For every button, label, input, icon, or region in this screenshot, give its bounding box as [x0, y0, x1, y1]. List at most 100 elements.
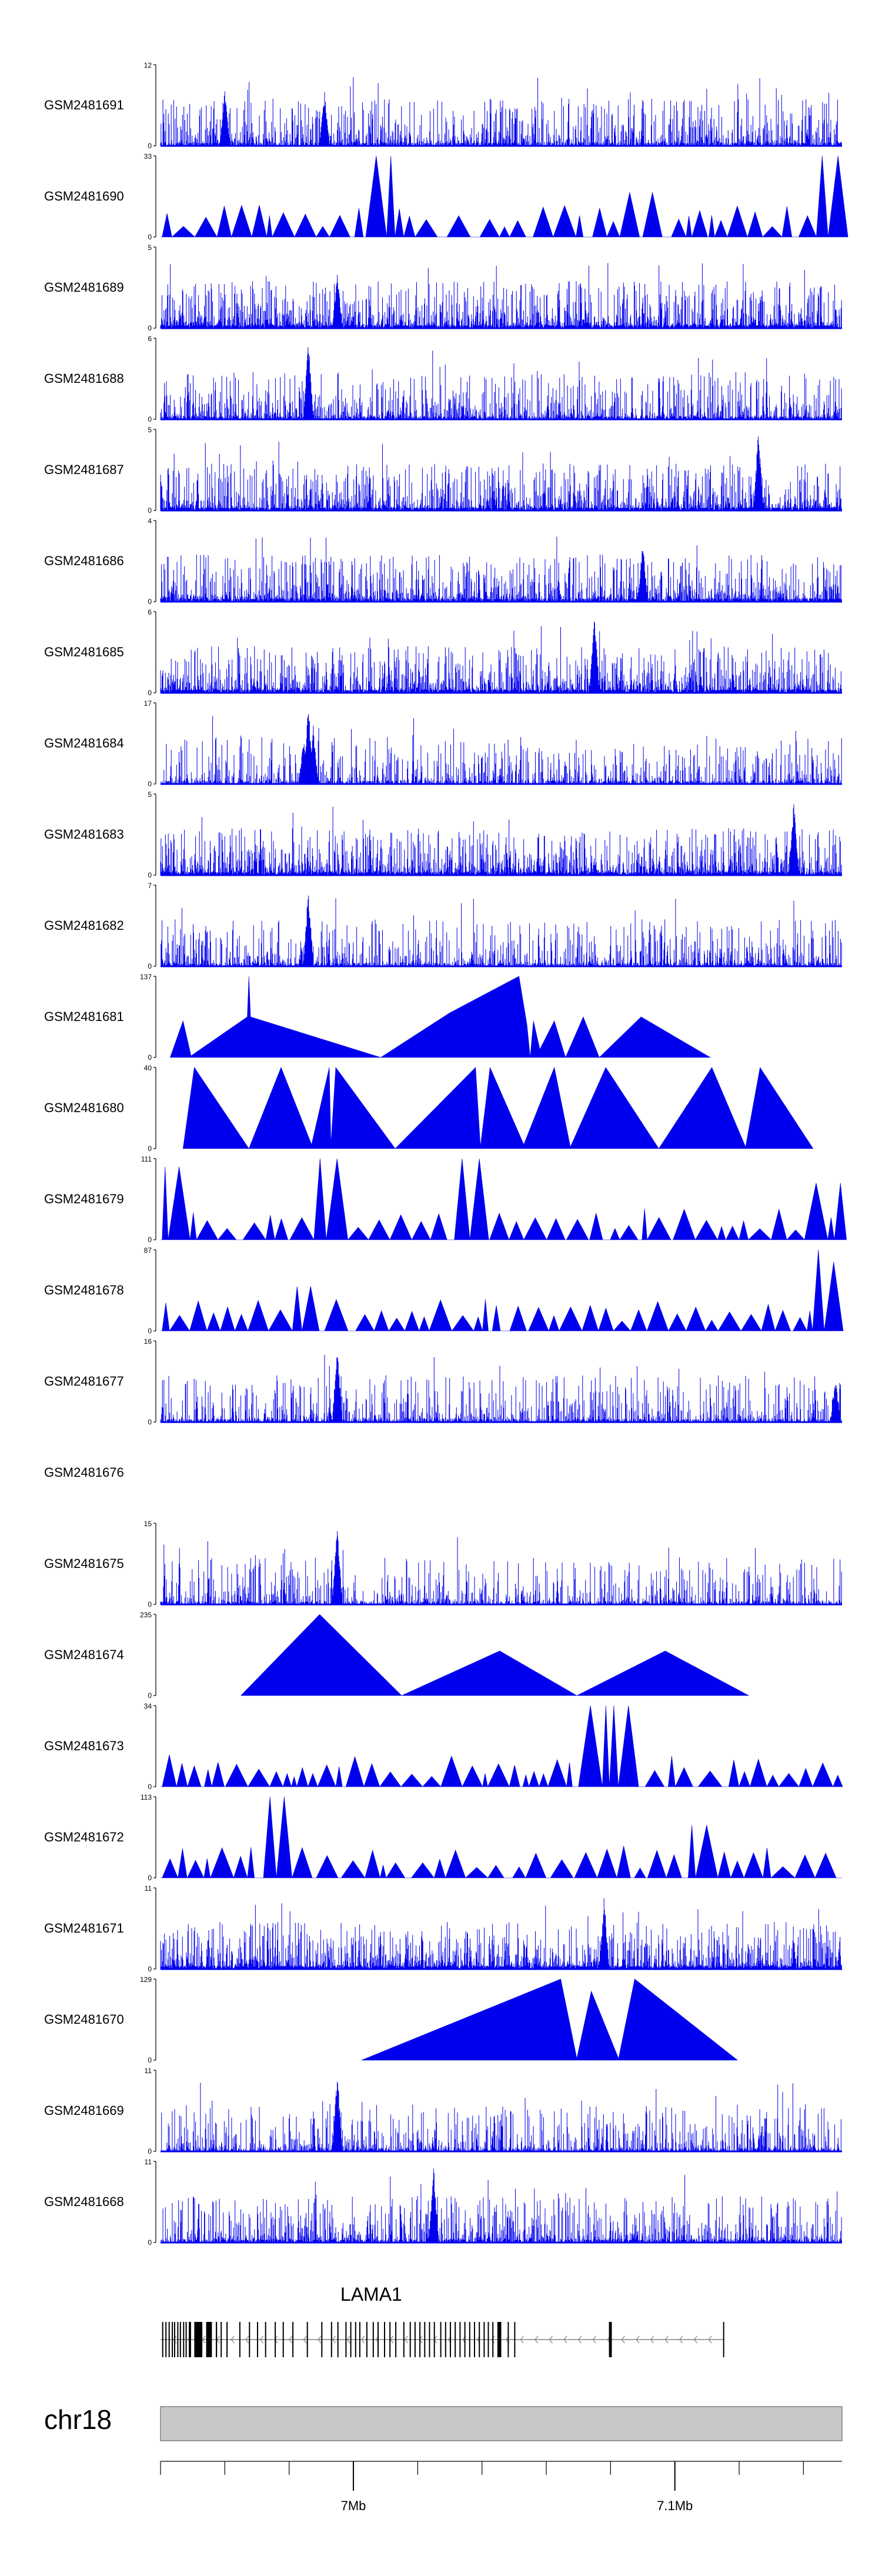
gene-exon	[183, 2322, 185, 2357]
gene-exon	[330, 2322, 332, 2357]
y-tick-label-max: 4	[148, 517, 152, 525]
track-label: GSM2481687	[44, 462, 124, 477]
track-label: GSM2481668	[44, 2194, 124, 2209]
track-label: GSM2481679	[44, 1192, 124, 1206]
gene-exon	[609, 2322, 612, 2357]
y-tick-label-zero: 0	[148, 1600, 152, 1609]
track-gsm2481687: GSM2481687 5 0	[44, 426, 842, 515]
gene-exon	[216, 2322, 218, 2357]
track-label: GSM2481691	[44, 98, 124, 112]
gene-exon	[168, 2322, 170, 2357]
strand-arrow	[230, 2335, 235, 2344]
genome-axis-tick-label: 7.1Mb	[657, 2498, 693, 2513]
strand-arrow	[245, 2335, 249, 2344]
gene-exon	[226, 2322, 228, 2357]
gene-exon	[414, 2322, 416, 2357]
gene-exon	[275, 2322, 276, 2357]
y-tick-label-zero: 0	[148, 1418, 152, 1426]
gene-exon	[265, 2322, 266, 2357]
y-tick-label-zero: 0	[148, 1144, 152, 1153]
track-gsm2481674: GSM2481674 235 0	[44, 1611, 749, 1700]
strand-arrow	[693, 2335, 697, 2344]
track-label: GSM2481690	[44, 189, 124, 203]
coverage-signal	[160, 77, 842, 146]
y-tick-label-zero: 0	[148, 962, 152, 970]
track-label: GSM2481677	[44, 1374, 124, 1389]
strand-arrow	[318, 2335, 322, 2344]
genome-axis-tick-label: 7Mb	[341, 2498, 366, 2513]
y-tick-label-max: 11	[145, 2158, 152, 2166]
y-tick-label-max: 15	[144, 1520, 152, 1528]
track-label: GSM2481674	[44, 1647, 124, 1662]
track-label: GSM2481688	[44, 371, 124, 386]
y-tick-label-zero: 0	[148, 689, 152, 697]
gene-exon	[366, 2322, 368, 2357]
coverage-signal	[160, 536, 842, 602]
track-gsm2481684: GSM2481684 17 0	[44, 699, 842, 788]
gene-exon	[321, 2322, 323, 2357]
coverage-signal	[160, 1898, 842, 1969]
track-gsm2481681: GSM2481681 137 0	[44, 973, 711, 1062]
gene-exon	[507, 2322, 509, 2357]
strand-arrow	[404, 2335, 408, 2344]
y-tick-label-zero: 0	[148, 598, 152, 606]
track-label: GSM2481678	[44, 1283, 124, 1297]
track-gsm2481678: GSM2481678 87 0	[44, 1246, 844, 1335]
coverage-signal	[160, 436, 842, 510]
y-tick-label-max: 5	[148, 243, 152, 252]
track-gsm2481669: GSM2481669 11 0	[44, 2067, 842, 2155]
y-tick-label-max: 129	[140, 1976, 152, 1984]
y-tick-label-zero: 0	[148, 1236, 152, 1244]
gene-exon	[723, 2322, 724, 2357]
strand-arrow	[259, 2335, 263, 2344]
gene-exon	[483, 2322, 485, 2357]
gene-exon	[445, 2322, 446, 2357]
gene-exon	[487, 2322, 489, 2357]
gene-exon	[403, 2322, 405, 2357]
ideogram-track: chr18	[44, 2404, 843, 2441]
y-tick-label-zero: 0	[148, 2056, 152, 2064]
gene-exon	[282, 2322, 284, 2357]
y-tick-label-max: 87	[144, 1246, 152, 1254]
chromosome-ideogram	[160, 2406, 843, 2441]
strand-arrow	[332, 2335, 336, 2344]
y-tick-label-zero: 0	[148, 324, 152, 332]
track-label: GSM2481670	[44, 2012, 124, 2027]
y-tick-label-max: 34	[144, 1702, 152, 1710]
gene-exon	[395, 2322, 397, 2357]
y-tick-label-max: 235	[140, 1611, 152, 1619]
y-tick-label-zero: 0	[148, 1053, 152, 1062]
gene-name-label: LAMA1	[340, 2284, 402, 2305]
coverage-signal	[161, 714, 842, 784]
gene-exon	[514, 2322, 516, 2357]
coverage-signal	[160, 1354, 842, 1422]
track-gsm2481688: GSM2481688 6 0	[44, 335, 842, 423]
track-gsm2481679: GSM2481679 111 0	[44, 1155, 847, 1244]
y-tick-label-zero: 0	[148, 1965, 152, 1973]
strand-arrow	[592, 2335, 596, 2344]
gene-exon	[220, 2322, 222, 2357]
gene-exon	[372, 2322, 374, 2357]
strand-arrow	[679, 2335, 683, 2344]
gene-exon	[345, 2322, 347, 2357]
gene-exon	[479, 2322, 480, 2357]
track-label: GSM2481686	[44, 553, 124, 568]
coverage-signal	[161, 1249, 844, 1332]
track-gsm2481670: GSM2481670 129 0	[44, 1976, 739, 2064]
y-tick-label-max: 5	[148, 426, 152, 434]
coverage-signal	[182, 1066, 814, 1149]
gene-exon	[389, 2322, 391, 2357]
y-tick-label-max: 11	[145, 1884, 152, 1893]
gene-exon	[165, 2322, 167, 2357]
track-label: GSM2481681	[44, 1009, 124, 1024]
strand-arrow	[708, 2335, 712, 2344]
coverage-signal	[361, 1978, 739, 2061]
track-label: GSM2481672	[44, 1830, 124, 1844]
gene-exon	[433, 2322, 435, 2357]
track-gsm2481691: GSM2481691 12 0	[44, 61, 842, 150]
gene-track: LAMA1	[161, 2284, 724, 2357]
y-tick-label-zero: 0	[148, 1783, 152, 1791]
track-label: GSM2481676	[44, 1465, 124, 1480]
gene-exon	[464, 2322, 466, 2357]
gene-exon	[174, 2322, 175, 2357]
